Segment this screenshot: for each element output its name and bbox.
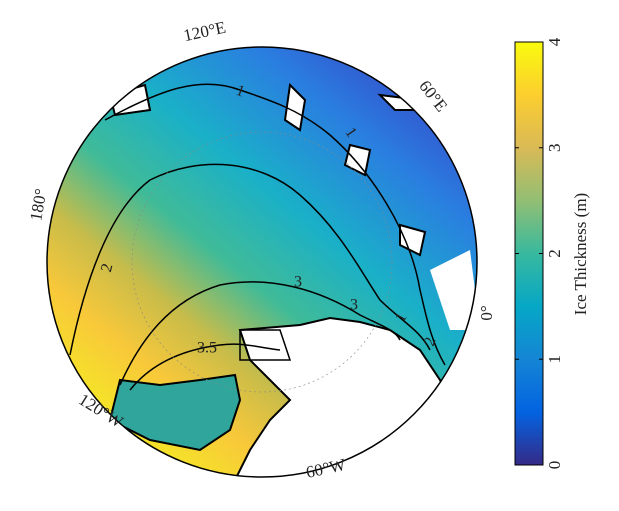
colorbar-tick-label: 2 xyxy=(545,249,564,258)
longitude-label: 180° xyxy=(26,187,50,222)
colorbar-tick-label: 3 xyxy=(545,144,564,153)
colorbar-tick-label: 0 xyxy=(545,461,564,470)
contour-label: 3.5 xyxy=(197,340,217,357)
map-frame xyxy=(46,46,478,478)
longitude-label: 0° xyxy=(477,305,496,320)
colorbar xyxy=(514,41,544,466)
open-water xyxy=(430,250,477,330)
longitude-label: 120°E xyxy=(182,18,228,45)
graticule xyxy=(131,131,393,393)
longitude-label: 60°E xyxy=(415,77,451,116)
contour-label: 3 xyxy=(294,274,302,291)
contours xyxy=(69,83,446,391)
colorbar-label: Ice Thickness (m) xyxy=(571,193,590,315)
contour-label: 3 xyxy=(350,297,358,314)
archipelago xyxy=(108,373,242,452)
colorbar-tick-label: 1 xyxy=(545,355,564,364)
colorbar-tick-label: 4 xyxy=(545,37,564,46)
